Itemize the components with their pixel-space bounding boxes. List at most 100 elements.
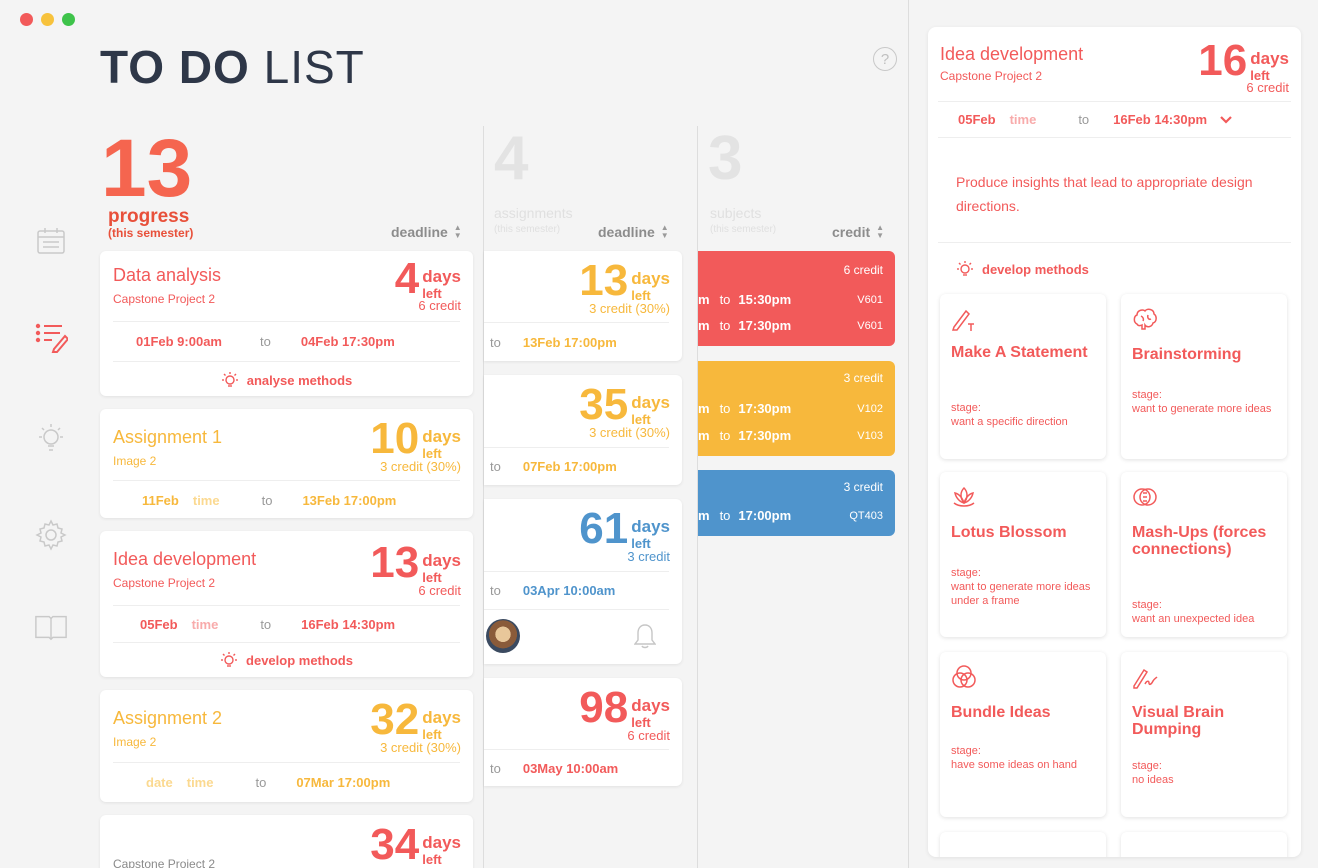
chevron-down-icon[interactable]: [1219, 115, 1233, 125]
divider: [113, 480, 460, 481]
days-unit: days: [631, 695, 670, 715]
method-card-make-a-statement[interactable]: Make A Statement stage: want a specific d…: [940, 294, 1106, 459]
method-name: Lotus Blossom: [951, 524, 1067, 541]
days-unit: days: [422, 426, 461, 446]
sort-label: credit: [832, 224, 871, 240]
subject-credit: 6 credit: [843, 263, 883, 277]
assignment-card[interactable]: 61 days left 3 credit to 03Apr 10:00am: [484, 499, 682, 664]
subject-card[interactable]: 3 credit m to 17:00pm QT403: [698, 470, 895, 536]
left-label: left: [1250, 67, 1270, 83]
maximize-window-button[interactable]: [62, 13, 75, 26]
start-time-placeholder: time: [191, 617, 219, 632]
method-stage: stage: want an unexpected idea: [1132, 599, 1255, 625]
method-card-mash-ups[interactable]: Mash-Ups (forces connections) stage: want…: [1121, 472, 1287, 637]
divider: [484, 322, 669, 323]
help-button[interactable]: ?: [873, 47, 897, 71]
time-range[interactable]: 05Feb time to 16Feb 14:30pm: [958, 112, 1233, 127]
avatar[interactable]: [486, 619, 520, 653]
gear-icon: [35, 519, 67, 551]
time-range[interactable]: to 03May 10:00am: [490, 761, 618, 776]
left-label: left: [422, 285, 442, 301]
time-range[interactable]: to 13Feb 17:00pm: [490, 335, 617, 350]
time-range[interactable]: 11Feb time to 13Feb 17:00pm: [142, 493, 396, 508]
left-label: left: [422, 851, 442, 867]
method-card-visual-brain-dumping[interactable]: Visual Brain Dumping stage: no ideas: [1121, 652, 1287, 817]
assignment-card[interactable]: 98 days left 6 credit to 03May 10:00am: [484, 678, 682, 786]
develop-methods-link[interactable]: develop methods: [100, 651, 473, 669]
method-card-partial[interactable]: [1121, 832, 1287, 857]
to-label: to: [490, 459, 501, 474]
left-label: left: [422, 726, 442, 742]
app-title-bold: TO DO: [100, 41, 250, 93]
subject-card[interactable]: 3 credit m to 17:30pm V102 m to 17:30pm …: [698, 361, 895, 456]
start-date: 05Feb: [958, 112, 996, 127]
method-card-partial[interactable]: [940, 832, 1106, 857]
time-range[interactable]: date time to 07Mar 17:00pm: [146, 775, 390, 790]
lightbulb-icon: [39, 424, 63, 451]
bell-icon[interactable]: [634, 623, 656, 649]
days-number: 4: [394, 254, 420, 303]
time-range[interactable]: to 07Feb 17:00pm: [490, 459, 617, 474]
divider: [113, 762, 460, 763]
divider: [484, 447, 669, 448]
method-card-lotus-blossom[interactable]: Lotus Blossom stage: want to generate mor…: [940, 472, 1106, 637]
lotus-icon: [953, 486, 975, 507]
overlap-circles-icon: [1133, 488, 1157, 506]
task-subject: Capstone Project 2: [113, 576, 216, 590]
credit-label: 6 credit: [418, 583, 461, 598]
task-card-data-analysis[interactable]: Data analysis Capstone Project 2 4 days l…: [100, 251, 473, 396]
sidebar-item-settings[interactable]: [34, 518, 68, 552]
method-name: Make A Statement: [951, 344, 1088, 361]
sidebar-item-ideas[interactable]: [34, 422, 68, 456]
task-card-idea-development[interactable]: Idea development Capstone Project 2 13 d…: [100, 531, 473, 677]
sort-credit-subjects[interactable]: credit ▲ ▼: [832, 224, 884, 241]
task-card-assignment-2[interactable]: Assignment 2 Image 2 32 days left 3 credi…: [100, 690, 473, 802]
task-title: Data analysis: [113, 265, 222, 285]
task-title: Assignment 1: [113, 427, 223, 447]
sidebar-item-calendar[interactable]: [34, 224, 68, 258]
method-stage: stage: have some ideas on hand: [951, 745, 1077, 771]
sort-deadline-progress[interactable]: deadline ▲ ▼: [391, 223, 462, 241]
detail-subject: Capstone Project 2: [940, 69, 1043, 83]
time-range[interactable]: 05Feb time to 16Feb 14:30pm: [140, 617, 395, 632]
credit-label: 3 credit (30%): [380, 459, 461, 474]
sidebar-item-library[interactable]: [34, 610, 68, 644]
to-label: to: [719, 428, 731, 443]
method-card-bundle-ideas[interactable]: Bundle Ideas stage: have some ideas on ha…: [940, 652, 1106, 817]
minimize-window-button[interactable]: [41, 13, 54, 26]
assignment-card[interactable]: 35 days left 3 credit (30%) to 07Feb 17:0…: [484, 375, 682, 485]
to-label: to: [490, 335, 501, 350]
time-range[interactable]: to 03Apr 10:00am: [490, 583, 615, 598]
days-number: 61: [579, 504, 629, 553]
divider: [113, 321, 460, 322]
start-time-placeholder: time: [192, 493, 220, 508]
days-number: 13: [370, 538, 420, 587]
assignment-card[interactable]: 13 days left 3 credit (30%) to 13Feb 17:0…: [484, 251, 682, 361]
start-date: 05Feb: [140, 617, 178, 632]
subject-card[interactable]: 6 credit m to 15:30pm V601 m to 17:30pm …: [698, 251, 895, 346]
method-label: analyse methods: [246, 372, 353, 388]
column-divider: [697, 126, 698, 868]
method-name: Visual Brain Dumping: [1132, 704, 1225, 738]
close-window-button[interactable]: [20, 13, 33, 26]
method-stage: stage: no ideas: [1132, 760, 1174, 786]
method-card-brainstorming[interactable]: Brainstorming stage: want to generate mor…: [1121, 294, 1287, 459]
task-card-partial[interactable]: Capstone Project 2 34 days left: [100, 815, 473, 868]
class-row: m to 17:30pm V601: [698, 318, 883, 333]
days-left: 98 days left: [579, 686, 670, 730]
panel-divider: [908, 0, 909, 868]
progress-count: 13: [101, 123, 193, 214]
sidebar-item-list[interactable]: [34, 320, 68, 354]
credit-label: 3 credit (30%): [589, 301, 670, 316]
divider: [938, 137, 1291, 138]
start-time-placeholder: time: [1009, 112, 1037, 127]
sort-chevron-icon: ▲ ▼: [453, 223, 462, 240]
sort-deadline-assignments[interactable]: deadline ▲ ▼: [598, 223, 669, 241]
time-range[interactable]: 01Feb 9:00am to 04Feb 17:30pm: [136, 334, 395, 349]
to-label: to: [260, 334, 271, 349]
task-card-assignment-1[interactable]: Assignment 1 Image 2 10 days left 3 credi…: [100, 409, 473, 518]
analyse-methods-link[interactable]: analyse methods: [100, 371, 473, 389]
method-stage: stage: want a specific direction: [951, 402, 1068, 428]
divider: [484, 571, 669, 572]
sort-chevron-icon: ▲ ▼: [660, 223, 669, 240]
